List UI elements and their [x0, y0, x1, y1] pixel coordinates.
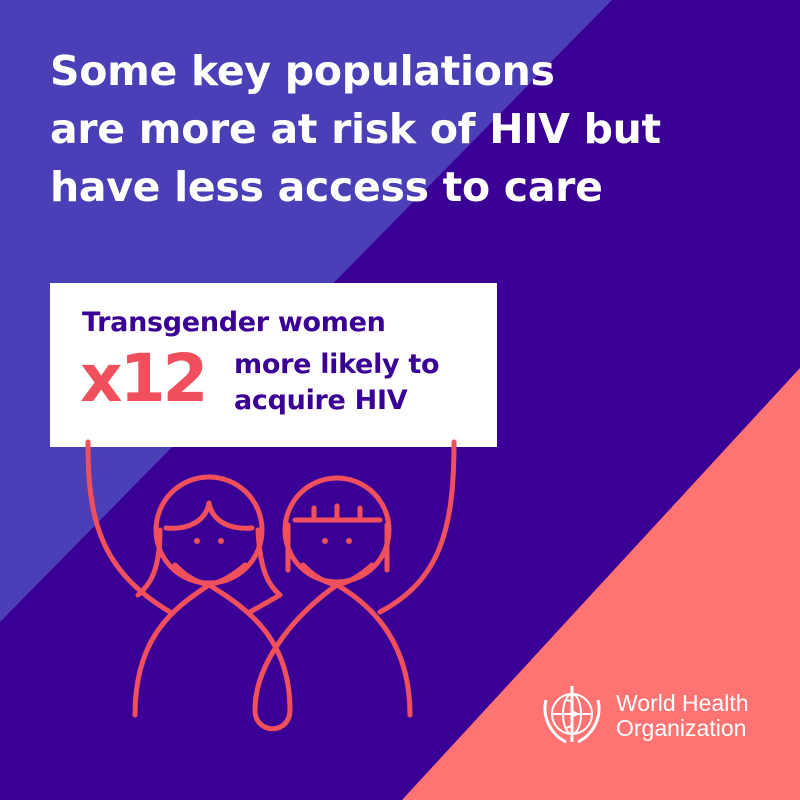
eye — [218, 538, 224, 544]
left-arm — [85, 439, 173, 615]
left-hair-side — [135, 527, 283, 615]
risk-text: more likely to acquire HIV — [234, 347, 440, 419]
multiplier: x12 — [80, 340, 208, 417]
logo-line1: World Health — [616, 690, 749, 716]
logo-line2: Organization — [616, 715, 747, 741]
headline: Some key populations are more at risk of… — [50, 42, 770, 216]
right-neck — [300, 562, 375, 588]
left-neck — [172, 562, 248, 588]
right-arm — [377, 439, 457, 615]
sign-card: Transgender women x12 more likely to acq… — [50, 283, 497, 447]
who-logo: World Health Organization — [536, 680, 749, 752]
headline-line: are more at risk of HIV but — [50, 105, 661, 153]
population-label: Transgender women — [82, 307, 386, 338]
left-hair — [163, 500, 255, 531]
right-fringe — [292, 503, 383, 523]
eye — [346, 538, 352, 544]
who-emblem-icon — [543, 686, 601, 744]
headline-line: Some key populations — [50, 47, 555, 95]
risk-line: more likely to — [234, 349, 440, 380]
risk-line: acquire HIV — [234, 385, 408, 416]
eye — [322, 538, 328, 544]
ribbon-body — [132, 582, 413, 732]
coral-triangle — [402, 368, 800, 800]
headline-line: have less access to care — [50, 163, 603, 211]
right-hair-side — [285, 522, 390, 573]
eye — [194, 538, 200, 544]
